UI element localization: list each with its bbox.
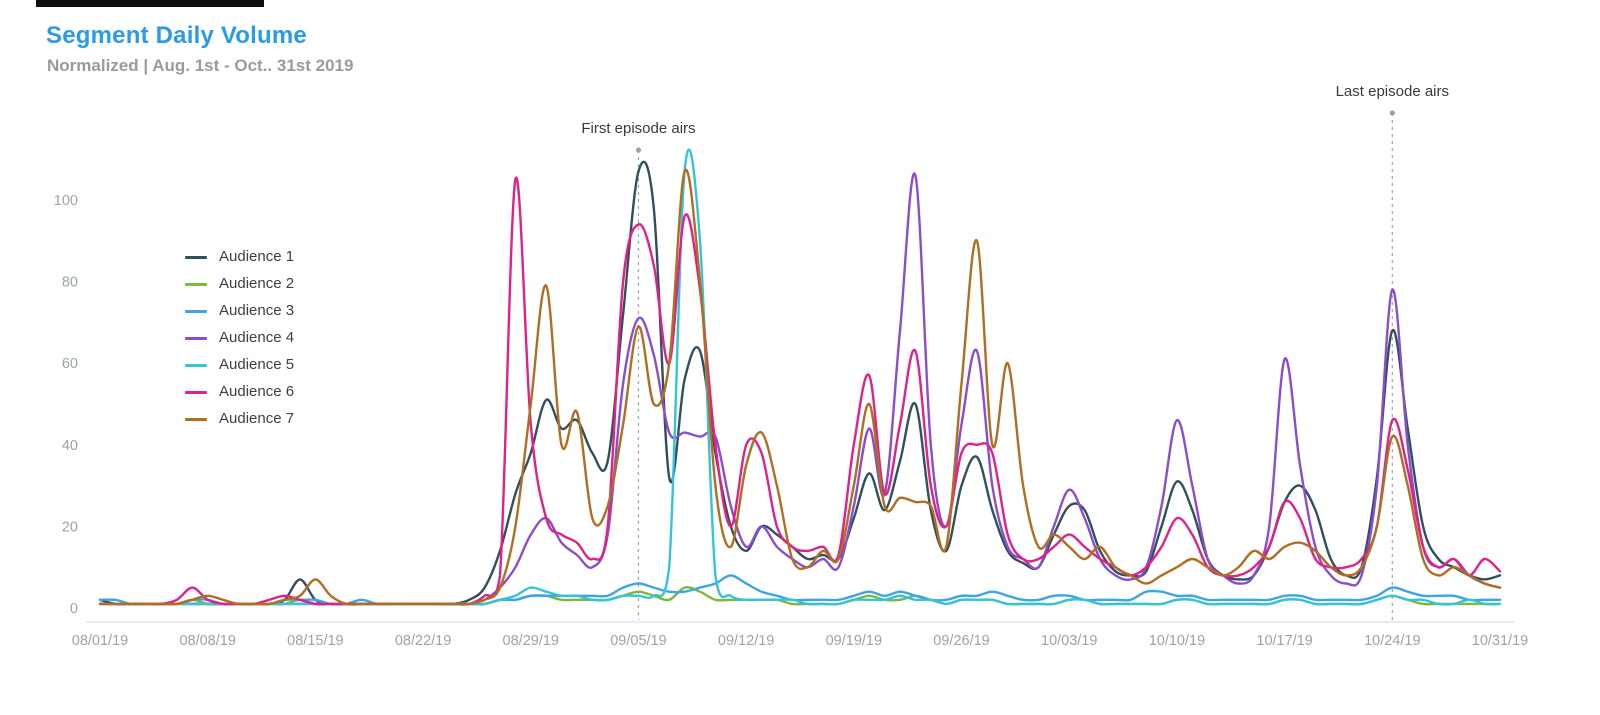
x-tick-label: 10/03/19 xyxy=(1041,633,1097,649)
legend-swatch xyxy=(185,390,207,394)
y-tick-label: 0 xyxy=(70,601,78,617)
x-tick-label: 09/26/19 xyxy=(933,633,989,649)
chart-title: Segment Daily Volume xyxy=(46,22,307,49)
legend-swatch xyxy=(185,255,207,259)
x-tick-label: 10/17/19 xyxy=(1256,633,1312,649)
annotation-label: Last episode airs xyxy=(1336,83,1449,100)
legend-label: Audience 7 xyxy=(219,410,295,427)
episode-marker-dot xyxy=(1389,110,1395,116)
series-line-audience-7 xyxy=(98,168,1502,606)
legend-swatch xyxy=(185,309,207,313)
legend-item-audience-2[interactable]: Audience 2 xyxy=(185,275,294,293)
episode-marker-dot xyxy=(635,147,642,153)
legend-label: Audience 4 xyxy=(219,329,295,346)
legend-item-audience-7[interactable]: Audience 7 xyxy=(185,410,294,428)
legend-swatch xyxy=(185,336,207,340)
x-tick-label: 10/31/19 xyxy=(1472,633,1528,649)
x-tick-label: 09/05/19 xyxy=(610,633,666,649)
x-tick-label: 10/24/19 xyxy=(1364,633,1420,649)
x-tick-label: 08/29/19 xyxy=(503,633,559,649)
cropped-toolbar-fragment xyxy=(36,0,264,7)
y-tick-label: 80 xyxy=(62,275,78,291)
y-tick-label: 100 xyxy=(54,193,78,209)
legend-label: Audience 1 xyxy=(219,248,295,265)
legend-item-audience-1[interactable]: Audience 1 xyxy=(185,248,294,266)
legend-label: Audience 3 xyxy=(219,302,295,319)
legend-swatch xyxy=(185,363,207,367)
legend-swatch xyxy=(185,282,207,286)
legend: Audience 1 Audience 2 Audience 3 Audience 4… xyxy=(185,248,294,428)
y-tick-label: 60 xyxy=(62,356,78,372)
x-tick-label: 10/10/19 xyxy=(1149,633,1205,649)
legend-swatch xyxy=(185,417,207,421)
legend-item-audience-4[interactable]: Audience 4 xyxy=(185,329,294,347)
x-tick-label: 08/15/19 xyxy=(287,633,343,649)
legend-item-audience-6[interactable]: Audience 6 xyxy=(185,383,294,401)
y-tick-label: 20 xyxy=(62,519,78,535)
legend-label: Audience 6 xyxy=(219,383,295,400)
legend-label: Audience 2 xyxy=(219,275,295,292)
series-line-audience-6 xyxy=(98,176,1502,606)
x-tick-label: 09/19/19 xyxy=(826,633,882,649)
annotation-label: First episode airs xyxy=(581,120,695,137)
legend-item-audience-5[interactable]: Audience 5 xyxy=(185,356,294,374)
legend-item-audience-3[interactable]: Audience 3 xyxy=(185,302,294,320)
x-tick-label: 09/12/19 xyxy=(718,633,774,649)
y-tick-label: 40 xyxy=(62,438,78,454)
chart-subtitle: Normalized | Aug. 1st - Oct.. 31st 2019 xyxy=(47,56,354,75)
series-line-audience-4 xyxy=(98,172,1502,606)
legend-label: Audience 5 xyxy=(219,356,295,373)
x-tick-label: 08/08/19 xyxy=(179,633,235,649)
x-tick-label: 08/01/19 xyxy=(72,633,128,649)
x-tick-label: 08/22/19 xyxy=(395,633,451,649)
